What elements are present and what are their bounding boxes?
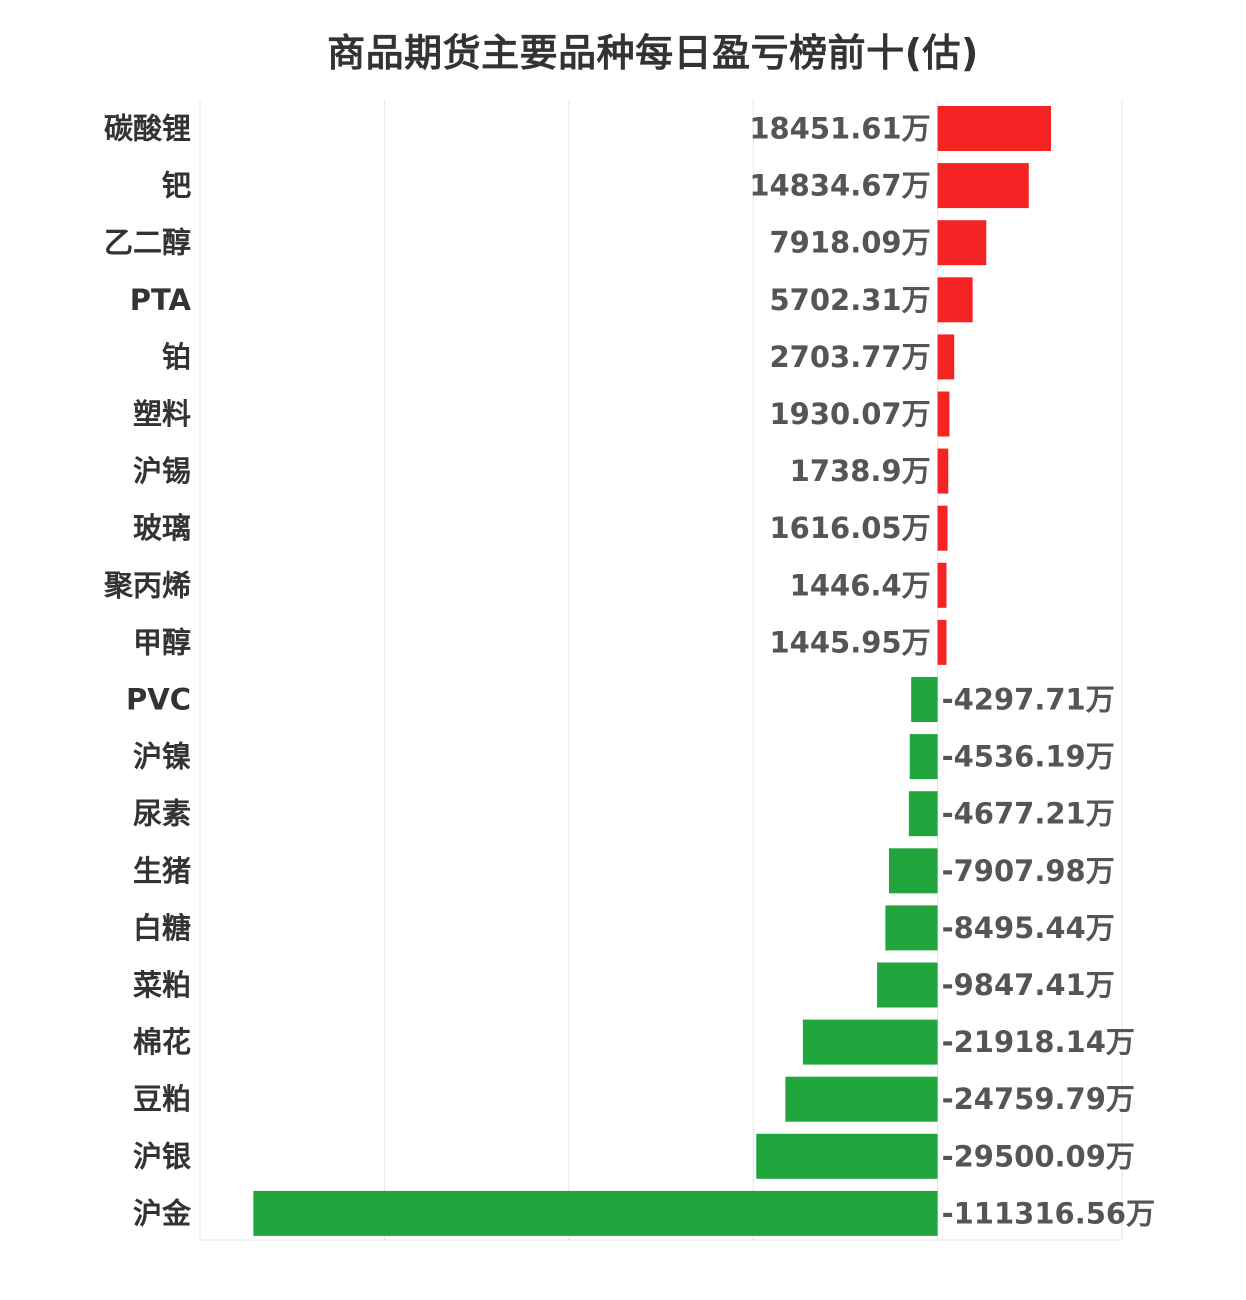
category-label: 尿素 — [133, 797, 191, 831]
value-label: 7918.09万 — [770, 226, 931, 260]
bar — [785, 1076, 938, 1122]
bar — [937, 106, 1052, 151]
category-label: PTA — [130, 283, 192, 317]
value-label: 1738.9万 — [790, 454, 931, 488]
value-label: -8495.44万 — [942, 911, 1115, 945]
category-label: 聚丙烯 — [103, 568, 191, 602]
value-label: 2703.77万 — [770, 340, 931, 374]
value-label: 1930.07万 — [770, 397, 931, 431]
bar — [885, 905, 938, 951]
bar — [253, 1190, 938, 1236]
category-label: 沪金 — [133, 1196, 192, 1230]
category-label: 塑料 — [133, 397, 191, 431]
category-label: 豆粕 — [133, 1082, 191, 1116]
value-label: -29500.09万 — [942, 1139, 1135, 1173]
category-label: 棉花 — [133, 1025, 191, 1059]
bar — [911, 677, 938, 722]
bar — [937, 220, 987, 266]
category-label: 铂 — [162, 340, 191, 374]
bar — [937, 277, 973, 323]
category-label: 沪镍 — [133, 740, 191, 774]
bar — [937, 163, 1029, 209]
bar — [908, 791, 938, 837]
value-label: -4297.71万 — [942, 683, 1115, 717]
category-label: 碳酸锂 — [104, 112, 191, 146]
value-label: -111316.56万 — [942, 1196, 1155, 1230]
category-label: 白糖 — [133, 911, 191, 945]
value-label: -7907.98万 — [942, 854, 1115, 888]
value-label: -4536.19万 — [942, 740, 1115, 774]
category-label: 甲醇 — [133, 625, 191, 659]
value-label: 1616.05万 — [770, 511, 931, 545]
value-label: 18451.61万 — [749, 112, 930, 146]
bar — [937, 562, 947, 608]
category-label: 沪银 — [133, 1139, 191, 1173]
bar — [937, 448, 949, 494]
value-label: 1445.95万 — [770, 625, 931, 659]
category-label: 乙二醇 — [104, 226, 191, 260]
category-label: PVC — [126, 683, 191, 717]
category-label: 菜粕 — [133, 968, 191, 1002]
value-label: -4677.21万 — [942, 797, 1115, 831]
bar — [877, 962, 938, 1008]
bar — [802, 1019, 938, 1065]
value-label: 1446.4万 — [790, 568, 931, 602]
value-label: 14834.67万 — [749, 169, 930, 203]
bar — [756, 1133, 938, 1179]
bar — [937, 505, 948, 551]
bar — [888, 848, 938, 894]
grid-lines — [199, 100, 1123, 1241]
category-label: 钯 — [162, 169, 191, 203]
chart-title: 商品期货主要品种每日盈亏榜前十(估) — [327, 31, 979, 75]
bar — [909, 734, 938, 780]
value-label: -9847.41万 — [942, 968, 1115, 1002]
category-label: 玻璃 — [133, 511, 191, 545]
value-label: 5702.31万 — [770, 283, 931, 317]
category-label: 生猪 — [133, 854, 191, 888]
bar — [937, 334, 955, 380]
value-label: -21918.14万 — [942, 1025, 1135, 1059]
category-label: 沪锡 — [133, 454, 191, 488]
bar — [937, 391, 950, 437]
value-label: -24759.79万 — [942, 1082, 1135, 1116]
bar — [937, 619, 947, 665]
bars — [253, 106, 1052, 1236]
